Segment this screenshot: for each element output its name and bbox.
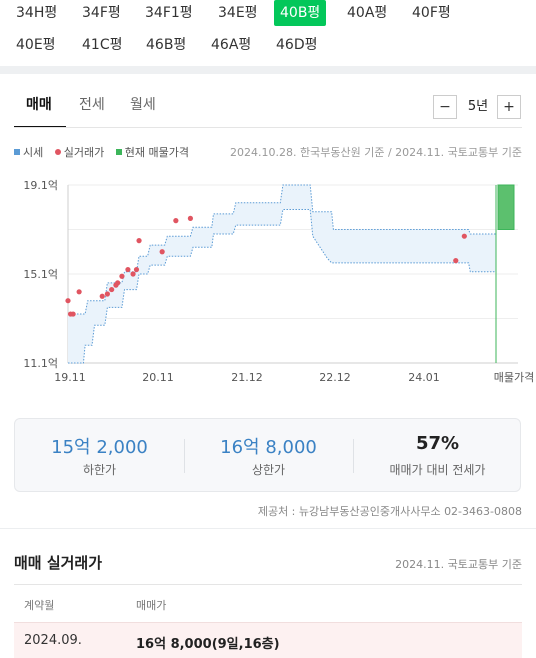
- lower-price-value: 15억 2,000: [51, 437, 148, 458]
- size-chip-41c[interactable]: 41C평: [82, 37, 123, 53]
- size-chip-40e[interactable]: 40E평: [16, 37, 56, 53]
- card-divider: [353, 439, 354, 473]
- tab-jeonse[interactable]: 전세: [79, 97, 105, 113]
- square-icon: [14, 149, 20, 155]
- jeonse-ratio-col: 57% 매매가 대비 전세가: [353, 419, 522, 493]
- x-axis-ticks: 19.11 20.11 21.12 22.12 24.01 매물가격: [54, 371, 534, 384]
- lower-price-label: 하한가: [82, 463, 117, 477]
- tabs-divider: [14, 127, 522, 128]
- transactions-title: 매매 실거래가: [14, 554, 103, 572]
- y-tick-0: 19.1억: [23, 179, 58, 192]
- transaction-point-18: [461, 233, 467, 239]
- transaction-point-2: [70, 311, 76, 317]
- section-separator: [0, 66, 536, 74]
- upper-price-value: 16억 8,000: [220, 437, 317, 458]
- row-price: 16억 8,000(9일,16층): [136, 637, 280, 652]
- data-provider: 제공처 : 뉴강남부동산공인중개사사무소 02-3463-0808: [257, 505, 522, 518]
- transaction-point-11: [130, 271, 136, 277]
- transaction-point-5: [104, 291, 110, 297]
- row-month: 2024.09.: [24, 633, 82, 648]
- x-tick-0: 19.11: [54, 371, 86, 384]
- transactions-table-header: 계약월 매매가: [14, 584, 522, 622]
- x-tick-4: 24.01: [408, 371, 440, 384]
- legend-label: 시세: [23, 146, 44, 159]
- size-chip-40a[interactable]: 40A평: [347, 5, 388, 21]
- size-chip-34h[interactable]: 34H평: [16, 5, 58, 21]
- card-divider: [184, 439, 185, 473]
- dot-icon: [54, 149, 61, 155]
- size-chip-46b[interactable]: 46B평: [146, 37, 187, 53]
- upper-price-label: 상한가: [251, 463, 286, 477]
- section-divider: [0, 528, 536, 529]
- size-chip-34f[interactable]: 34F평: [82, 5, 121, 21]
- column-header-month: 계약월: [24, 599, 55, 612]
- transaction-point-13: [136, 238, 142, 244]
- legend-label: 실거래가: [63, 146, 105, 159]
- size-chip-40b[interactable]: 40B평: [274, 0, 327, 26]
- transaction-point-16: [187, 215, 194, 221]
- lower-price-col: 15억 2,000 하한가: [15, 419, 184, 493]
- transaction-point-0: [65, 298, 71, 304]
- legend-label: 현재 매물가격: [124, 146, 189, 159]
- market-price-band: [68, 185, 496, 363]
- transaction-point-6: [109, 286, 115, 293]
- size-chips: 34H평 34F평 34F1평 34E평 40B평 40A평 40F평 40E평…: [0, 0, 536, 66]
- x-tick-5: 매물가격: [494, 371, 534, 384]
- transaction-point-9: [119, 273, 125, 279]
- transactions-source-note: 2024.11. 국토교통부 기준: [395, 558, 522, 571]
- transaction-point-12: [133, 266, 140, 273]
- legend-transaction: 실거래가: [54, 144, 105, 160]
- size-chip-46d[interactable]: 46D평: [276, 37, 318, 53]
- jeonse-ratio-value: 57%: [415, 433, 460, 454]
- transaction-point-10: [125, 266, 131, 273]
- period-minus-button[interactable]: −: [433, 95, 457, 119]
- column-header-price: 매매가: [136, 599, 167, 612]
- transaction-point-3: [76, 289, 82, 295]
- size-chip-34e[interactable]: 34E평: [218, 5, 258, 21]
- transaction-point-8: [115, 280, 121, 286]
- transaction-point-15: [173, 218, 179, 224]
- size-chip-46a[interactable]: 46A평: [211, 37, 252, 53]
- market-price-lower-line: [68, 209, 496, 364]
- jeonse-ratio-label: 매매가 대비 전세가: [389, 463, 486, 477]
- transaction-point-17: [453, 258, 459, 264]
- listing-price-bar: [497, 184, 515, 230]
- size-chip-40f[interactable]: 40F평: [412, 5, 451, 21]
- upper-price-col: 16억 8,000 상한가: [184, 419, 353, 493]
- price-chart[interactable]: 19.1억 15.1억 11.1억 19.11 20.11 21.12 22.12 24.0…: [0, 168, 536, 388]
- period-plus-button[interactable]: +: [497, 95, 521, 119]
- y-axis-ticks: 19.1억 15.1억 11.1억: [23, 179, 58, 370]
- listing-price-group: [495, 184, 515, 363]
- legend-listing-price: 현재 매물가격: [115, 144, 189, 160]
- transaction-points: [65, 215, 467, 317]
- chart-source-note: 2024.10.28. 한국부동산원 기준 / 2024.11. 국토교통부 기…: [230, 146, 522, 159]
- y-tick-1: 15.1억: [23, 268, 58, 281]
- tab-sale[interactable]: 매매: [26, 97, 52, 113]
- x-tick-3: 22.12: [319, 371, 351, 384]
- tab-monthly-rent[interactable]: 월세: [130, 97, 156, 113]
- x-tick-2: 21.12: [231, 371, 263, 384]
- transaction-point-4: [99, 293, 105, 299]
- legend-market-price: 시세: [14, 144, 43, 160]
- transaction-point-14: [159, 249, 165, 255]
- y-tick-2: 11.1억: [23, 357, 58, 370]
- chart-legend: 시세 실거래가 현재 매물가격: [14, 144, 197, 160]
- period-value: 5년: [467, 99, 489, 114]
- square-icon: [115, 149, 122, 155]
- size-chip-34f1[interactable]: 34F1평: [145, 5, 193, 21]
- x-tick-1: 20.11: [142, 371, 174, 384]
- table-row[interactable]: 2024.09. 16억 8,000(9일,16층): [14, 622, 522, 658]
- price-summary-card: 15억 2,000 하한가 16억 8,000 상한가 57% 매매가 대비 전…: [14, 418, 521, 492]
